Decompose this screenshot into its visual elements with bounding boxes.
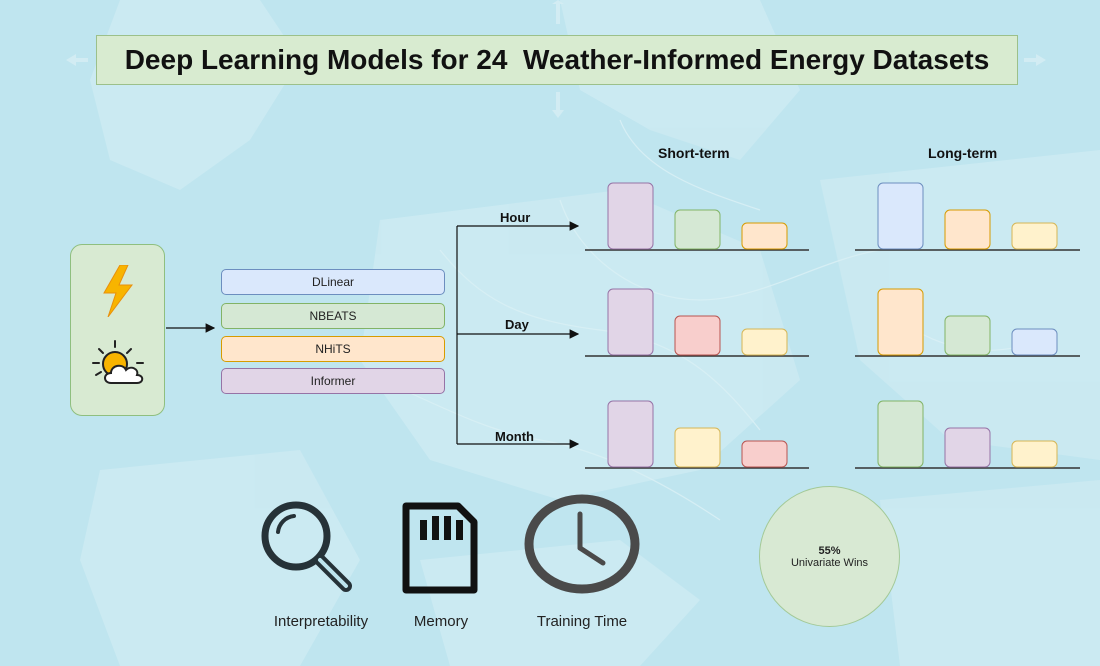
model-nhits: NHiTS [221, 336, 445, 362]
page-title: Deep Learning Models for 24 Weather-Info… [96, 35, 1018, 85]
metric-interpretability: Interpretability [273, 613, 369, 630]
header-short-term: Short-term [658, 145, 730, 161]
model-informer: Informer [221, 368, 445, 394]
header-long-term: Long-term [928, 145, 998, 161]
lightning-icon [103, 265, 133, 317]
label-month: Month [495, 429, 534, 444]
univariate-wins-percent: 55% [818, 544, 841, 557]
univariate-wins-label: Univariate Wins [790, 556, 869, 569]
metric-memory: Memory [413, 613, 469, 630]
magnifier-icon [261, 501, 352, 592]
input-data-box [70, 244, 165, 416]
label-hour: Hour [500, 210, 531, 225]
metric-training-time: Training Time [536, 613, 628, 630]
model-nbeats: NBEATS [221, 303, 445, 329]
univariate-wins-circle: 55% Univariate Wins [759, 486, 900, 627]
sd-card-icon [402, 502, 478, 594]
model-dlinear: DLinear [221, 269, 445, 295]
clock-icon [524, 494, 640, 594]
weather-sun-cloud-icon [92, 340, 144, 384]
label-day: Day [505, 317, 529, 332]
